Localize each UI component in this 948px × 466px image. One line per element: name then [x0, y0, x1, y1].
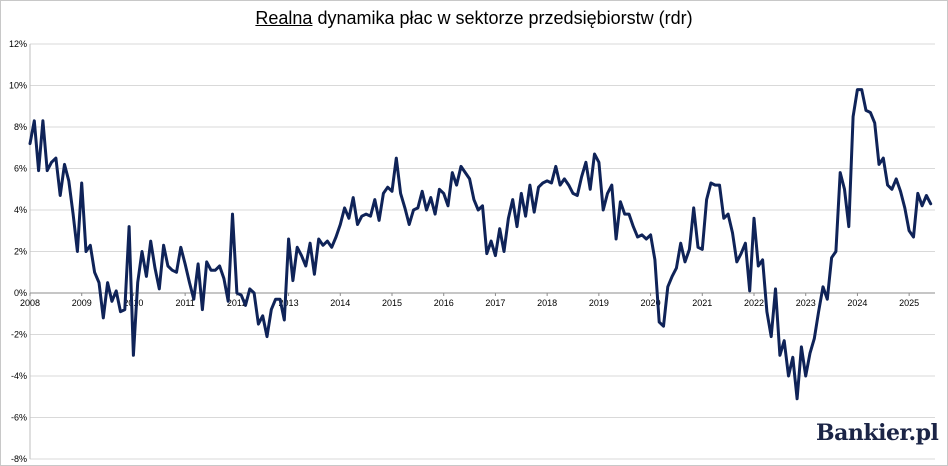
series-line-0 — [28, 88, 933, 401]
x-tick-label: 2023 — [796, 298, 816, 308]
y-tick-label: 0% — [14, 288, 27, 298]
y-tick-label: -8% — [11, 454, 27, 464]
chart-title-underlined: Realna — [255, 8, 313, 28]
y-tick-label: 12% — [9, 39, 27, 49]
x-tick-label: 2009 — [72, 298, 92, 308]
chart-title-rest: dynamika płac w sektorze przedsiębiorstw… — [312, 8, 693, 28]
x-tick-label: 2014 — [330, 298, 350, 308]
y-tick-label: 8% — [14, 122, 27, 132]
x-tick-label: 2016 — [434, 298, 454, 308]
x-tick-label: 2020 — [641, 298, 661, 308]
y-tick-label: -2% — [11, 330, 27, 340]
x-tick-label: 2010 — [123, 298, 143, 308]
x-tick-label: 2025 — [899, 298, 919, 308]
x-tick-label: 2021 — [692, 298, 712, 308]
x-tick-label: 2022 — [744, 298, 764, 308]
x-tick-label: 2012 — [227, 298, 247, 308]
x-tick-label: 2013 — [279, 298, 299, 308]
x-tick-label: 2015 — [382, 298, 402, 308]
y-tick-label: -4% — [11, 371, 27, 381]
y-tick-label: 2% — [14, 247, 27, 257]
x-tick-label: 2008 — [20, 298, 40, 308]
y-tick-label: 10% — [9, 81, 27, 91]
y-tick-label: 6% — [14, 164, 27, 174]
x-tick-label: 2024 — [847, 298, 867, 308]
series-layer — [28, 88, 933, 401]
x-tick-label: 2017 — [485, 298, 505, 308]
x-axis-ticks: 2008 2009 2010 2011 2012 2013 2014 2015 2016 2017… — [20, 293, 919, 308]
x-tick-label: 2011 — [175, 298, 194, 308]
chart-title: Realna dynamika płac w sektorze przedsię… — [0, 8, 948, 29]
y-tick-label: -6% — [11, 413, 27, 423]
x-tick-label: 2019 — [589, 298, 609, 308]
x-tick-label: 2018 — [537, 298, 557, 308]
bankier-logo: Bankier.pl — [816, 420, 939, 446]
y-tick-label: 4% — [14, 205, 27, 215]
y-axis-ticks: -8% -6% -4% -2% 0% 2% 4% 6% 8% 10% 12% — [9, 39, 27, 464]
